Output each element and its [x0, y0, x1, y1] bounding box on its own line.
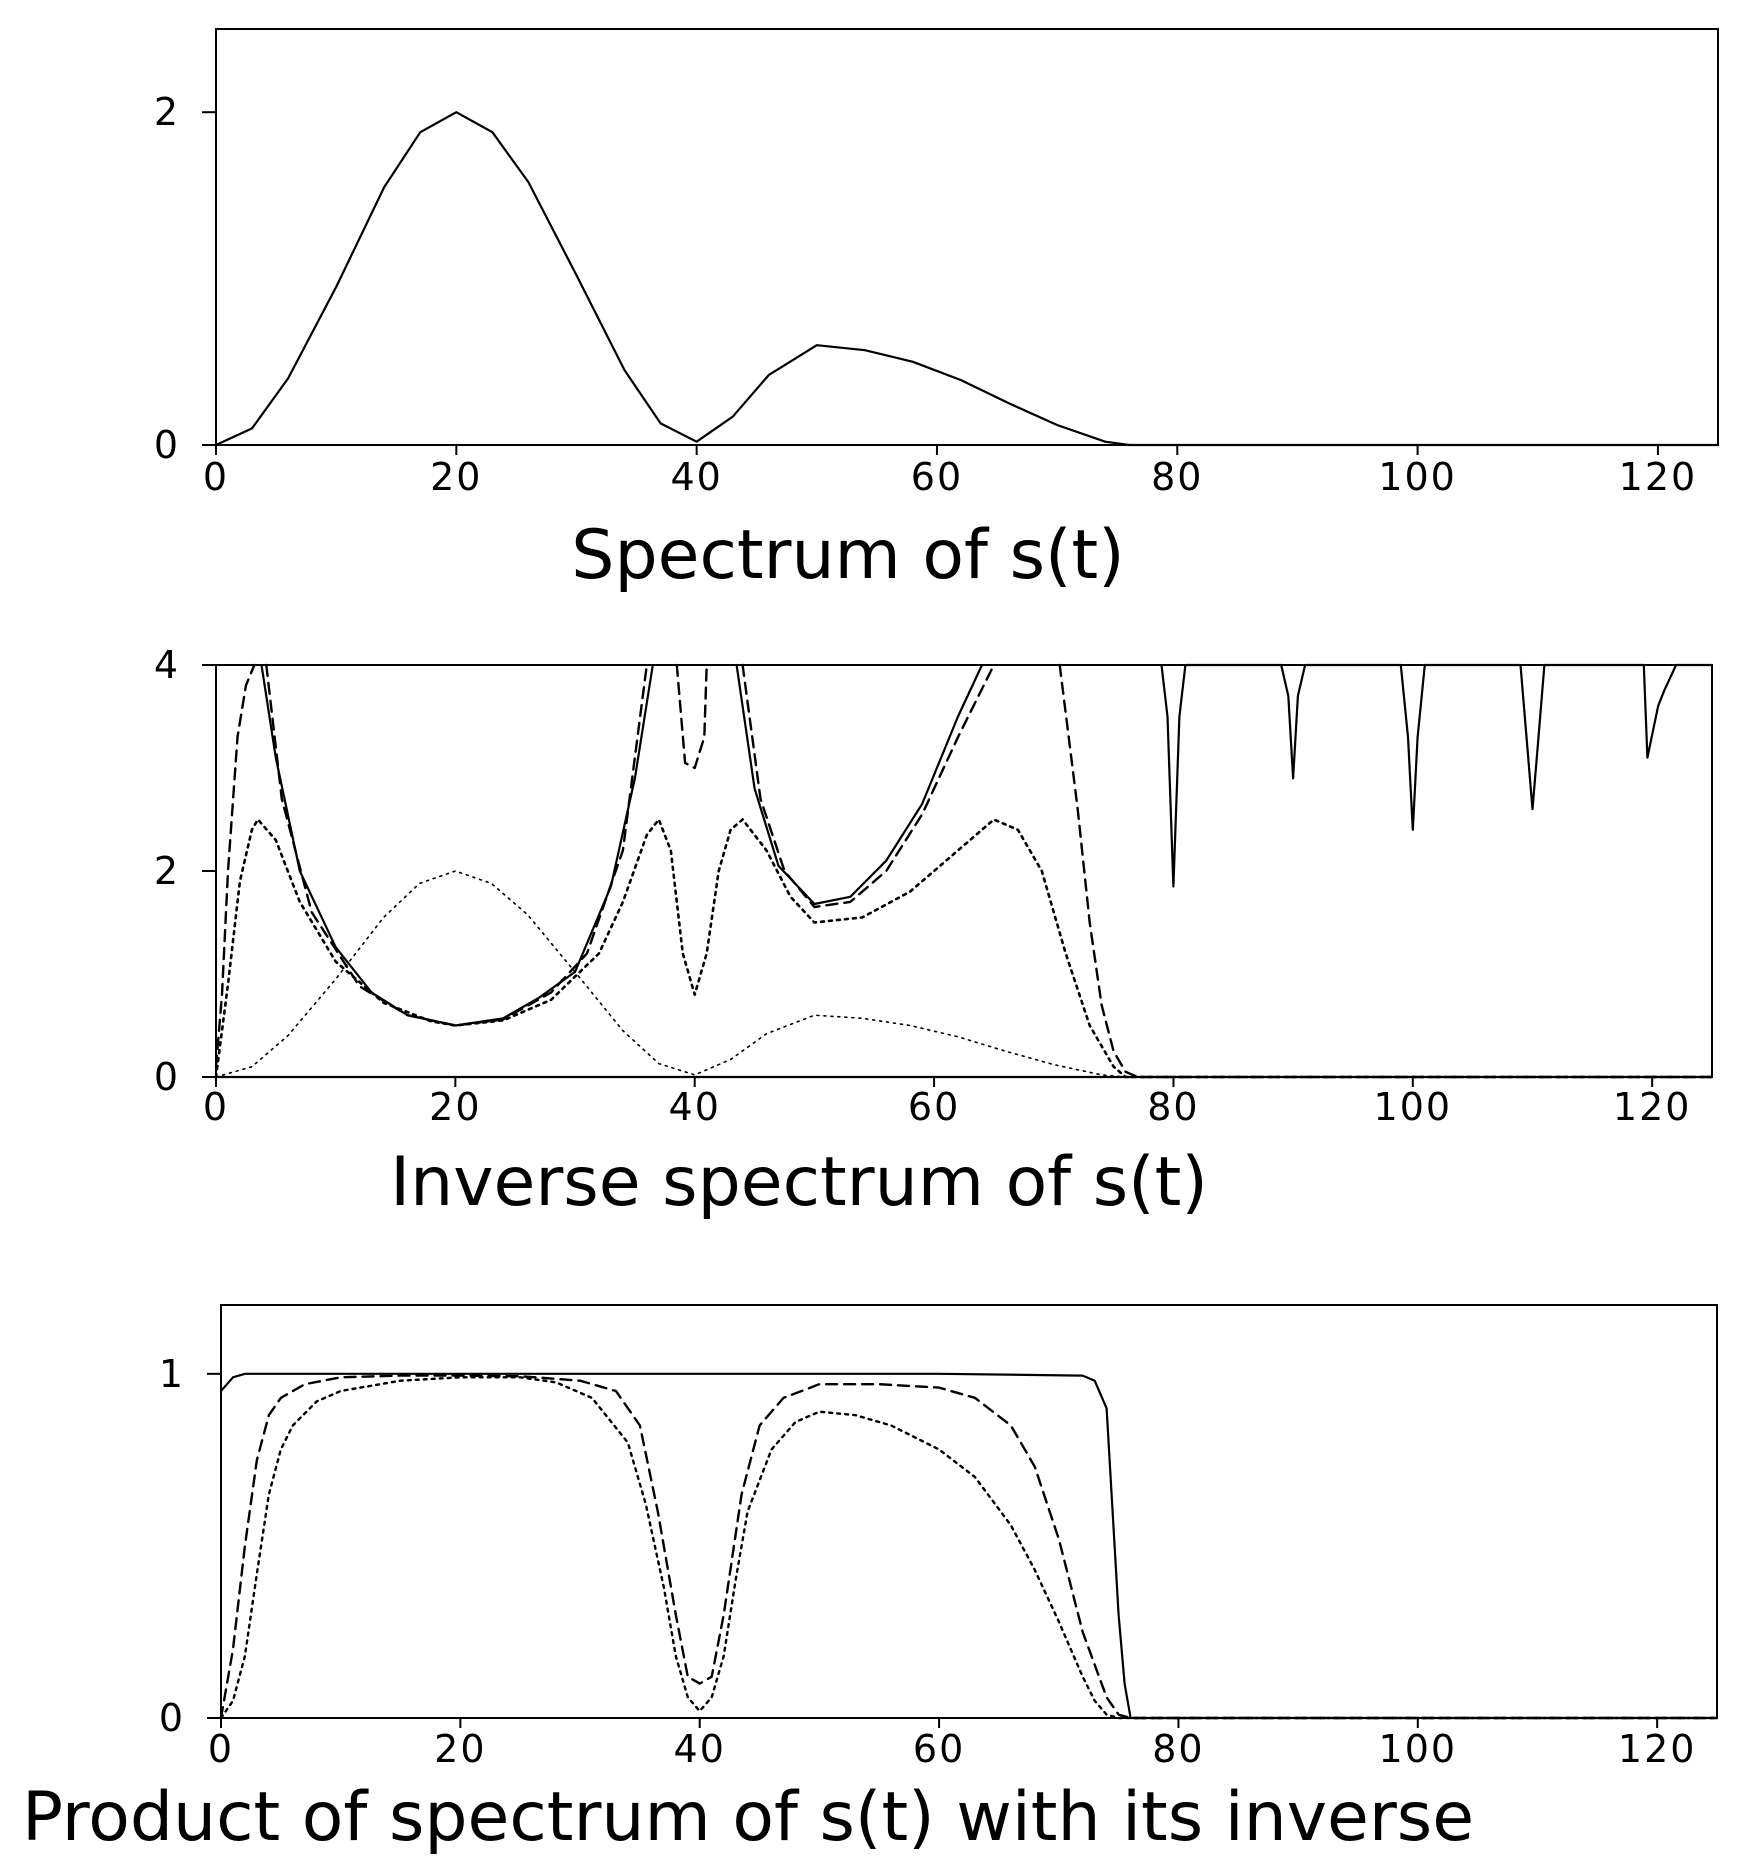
panel-product-title: Product of spectrum of s(t) with its inv…	[22, 1778, 1474, 1857]
x-tick-label: 60	[911, 455, 963, 499]
x-tick-label: 120	[1619, 455, 1698, 499]
series-line-solid	[735, 663, 984, 906]
x-tick-label: 100	[1378, 455, 1457, 499]
panel-inverse-spectrum-title: Inverse spectrum of s(t)	[390, 1143, 1208, 1222]
panel-spectrum: 0 20 40 60 80 100 120 0 2 Spectrum of s(t)	[154, 28, 1720, 595]
x-tick-label: 0	[203, 1085, 229, 1129]
x-tick-label: 80	[1147, 1085, 1199, 1129]
series-line-dashed	[1058, 663, 1714, 1079]
panel-spectrum-title: Spectrum of s(t)	[571, 516, 1124, 595]
x-tick-label: 60	[913, 1727, 965, 1771]
series-line-dashed	[214, 663, 256, 1068]
x-tick-label: 60	[908, 1085, 960, 1129]
y-tick-label: 1	[159, 1352, 185, 1396]
series-line-solid	[219, 1372, 1719, 1720]
x-tick-label: 20	[430, 455, 482, 499]
panel-inverse-spectrum-ticks: 0 20 40 60 80 100 120 0 2 4	[154, 643, 1692, 1129]
x-tick-label: 20	[429, 1085, 481, 1129]
x-tick-label: 100	[1379, 1727, 1458, 1771]
panel-spectrum-plot-area	[214, 111, 1720, 447]
panel-inverse-spectrum-plot-area	[214, 663, 1714, 1079]
series-line-dashed	[741, 663, 996, 909]
x-tick-label: 40	[670, 455, 722, 499]
panel-product: 0 20 40 60 80 100 120 0 1 Product of spectrum of…	[22, 1304, 1719, 1857]
x-tick-label: 20	[434, 1727, 486, 1771]
y-tick-label: 0	[159, 1696, 185, 1740]
x-tick-label: 40	[674, 1727, 726, 1771]
series-line-dotted-coarse	[214, 818, 1714, 1079]
x-tick-label: 80	[1152, 1727, 1204, 1771]
x-tick-label: 0	[203, 455, 229, 499]
panel-product-plot-area	[219, 1372, 1719, 1720]
series-line-dashed	[675, 663, 708, 770]
panel-product-ticks: 0 20 40 60 80 100 120 0 1	[159, 1352, 1697, 1771]
x-tick-label: 120	[1618, 1727, 1697, 1771]
x-tick-label: 120	[1613, 1085, 1692, 1129]
series-line-solid	[214, 111, 1720, 447]
panel-spectrum-ticks: 0 20 40 60 80 100 120 0 2	[154, 90, 1698, 499]
series-line-dotted	[219, 1376, 1719, 1720]
y-tick-label: 0	[154, 1055, 180, 1099]
series-line-solid	[1160, 663, 1714, 888]
y-tick-label: 2	[154, 90, 180, 134]
x-tick-label: 80	[1151, 455, 1203, 499]
x-tick-label: 0	[208, 1727, 234, 1771]
series-line-dashed	[219, 1374, 1719, 1720]
x-tick-label: 40	[669, 1085, 721, 1129]
panel-inverse-spectrum: 0 20 40 60 80 100 120 0 2 4 Inverse spectrum of s…	[154, 643, 1714, 1222]
y-tick-label: 0	[154, 423, 180, 467]
series-line-dotted-fine	[215, 870, 1713, 1078]
x-tick-label: 100	[1374, 1085, 1453, 1129]
series-line-solid	[260, 663, 654, 1027]
y-tick-label: 4	[154, 643, 180, 687]
y-tick-label: 2	[154, 849, 180, 893]
panel-spectrum-frame	[215, 28, 1719, 446]
series-line-dashed	[265, 663, 648, 1027]
panel-product-frame	[220, 1304, 1718, 1719]
